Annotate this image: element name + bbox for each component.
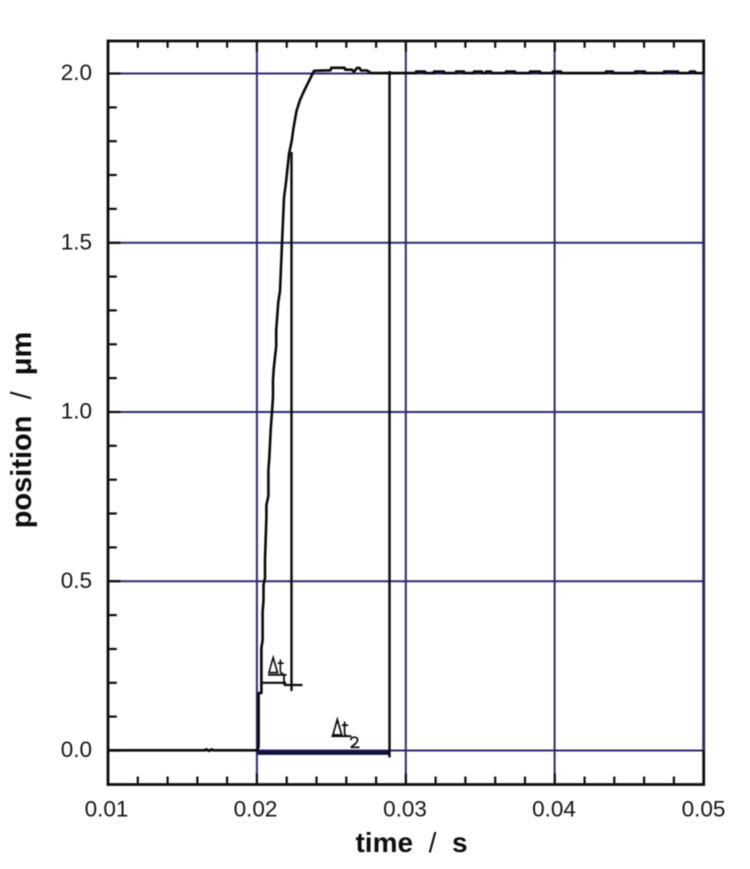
svg-text:2.0: 2.0 [61, 60, 92, 85]
svg-text:0.5: 0.5 [61, 568, 92, 593]
svg-text:0.03: 0.03 [383, 797, 427, 822]
svg-text:1.0: 1.0 [61, 399, 92, 424]
svg-text:1.5: 1.5 [61, 230, 92, 255]
svg-text:position / μm: position / μm [6, 332, 38, 529]
svg-text:0.02: 0.02 [234, 797, 278, 822]
svg-text:0.0: 0.0 [61, 737, 92, 762]
svg-text:time / s: time / s [355, 827, 467, 858]
svg-text:0.05: 0.05 [682, 797, 726, 822]
svg-text:0.01: 0.01 [85, 797, 129, 822]
svg-text:0.04: 0.04 [532, 797, 576, 822]
